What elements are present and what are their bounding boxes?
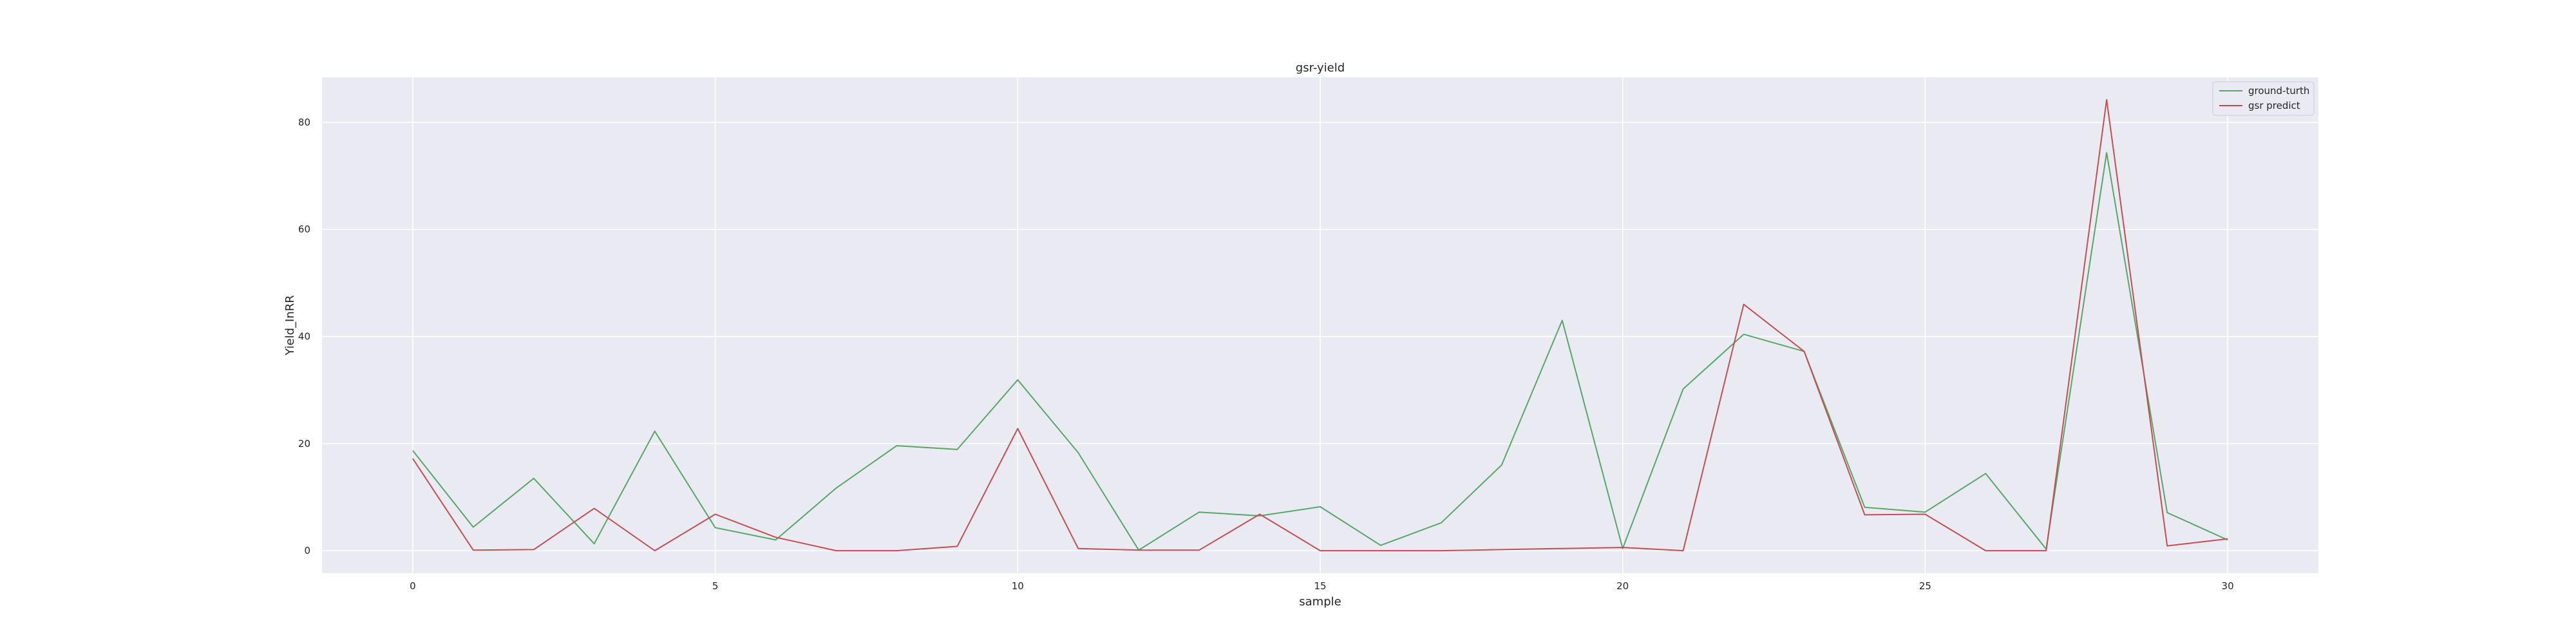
y-tick-label: 40 [298,330,310,342]
series-lines [412,99,2228,552]
tick-labels: 0 5 10 15 20 25 30 0 20 40 60 80 [298,117,2234,592]
chart-title: gsr-yield [1296,61,1345,75]
legend-label-ground-turth: ground-turth [2248,85,2309,97]
legend-label-gsr-predict: gsr predict [2248,100,2300,111]
y-axis-label: Yield_InRR [283,295,297,356]
x-axis-label: sample [1299,595,1341,609]
y-tick-label: 60 [298,223,310,235]
y-tick-label: 80 [298,117,310,128]
x-tick-label: 0 [410,580,416,592]
x-tick-label: 25 [1919,580,1931,592]
series-line-ground-turth [412,152,2228,551]
y-tick-label: 0 [304,545,310,556]
y-tick-label: 20 [298,438,310,450]
series-line-gsr-predict [412,99,2228,552]
legend: ground-turth gsr predict [2212,81,2315,116]
x-tick-label: 30 [2222,580,2234,592]
x-tick-label: 10 [1012,580,1024,592]
x-tick-label: 20 [1616,580,1629,592]
x-tick-label: 15 [1314,580,1326,592]
x-tick-label: 5 [712,580,719,592]
